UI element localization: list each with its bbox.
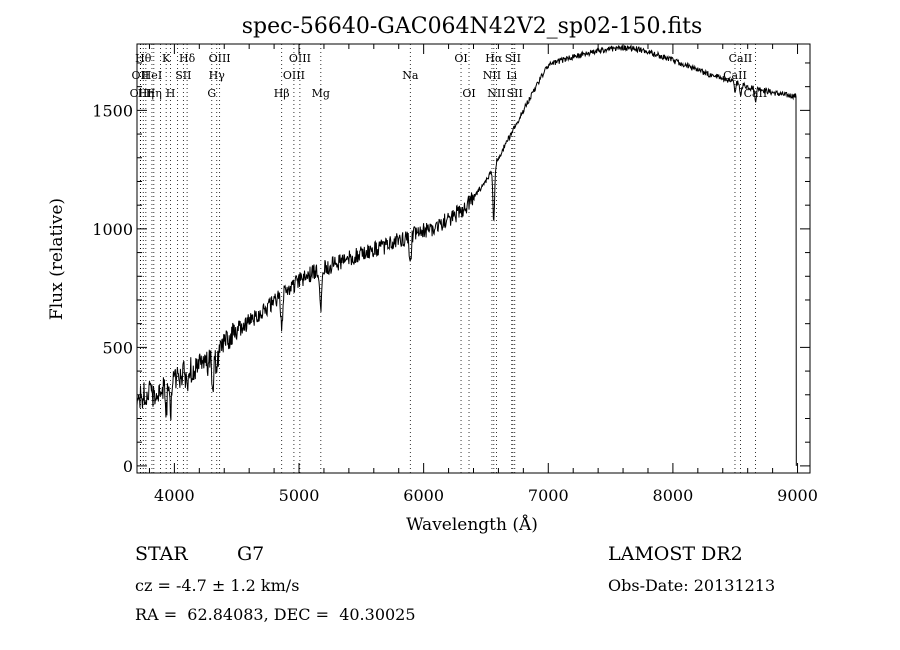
x-axis-label: Wavelength (Å) [406, 514, 538, 535]
object-class: STAR [135, 543, 188, 565]
line-label-16: OIII [283, 69, 305, 82]
line-label-26: SII [505, 52, 521, 65]
line-label-29: CaII [729, 52, 753, 65]
x-tick-label-6000: 6000 [403, 486, 444, 505]
line-label-20: OI [454, 52, 467, 65]
line-label-15: Hβ [274, 87, 290, 100]
observation-date: Obs-Date: 20131213 [608, 576, 776, 595]
spectral-line-markers [139, 44, 756, 473]
spectral-line-labels: OII OIII Hθ Hη HeI Hη K H SII Hδ G Hγ OIII Hβ OIII OIII… [130, 52, 768, 100]
plot-frame [136, 43, 811, 474]
x-tick-label-7000: 7000 [528, 486, 569, 505]
line-label-13: Hγ [209, 69, 226, 82]
line-label-3: Hη [138, 87, 154, 100]
y-axis-label: Flux (relative) [47, 198, 67, 320]
line-label-10: SII [175, 69, 191, 82]
axis-tick-labels: 4000 5000 6000 7000 8000 9000 0 500 1000 1500 [92, 101, 818, 505]
object-subclass: G7 [237, 543, 265, 565]
spectrum-line [136, 44, 797, 466]
chart-title: spec-56640-GAC064N42V2_sp02-150.fits [242, 14, 703, 39]
line-label-18: Mg [312, 87, 330, 100]
line-label-7: K [162, 52, 171, 65]
line-label-23: Hα [485, 52, 503, 65]
line-label-4: HeI [142, 69, 162, 82]
line-label-11: Hδ [179, 52, 196, 65]
line-label-12: G [207, 87, 216, 100]
y-tick-label-1500: 1500 [92, 101, 133, 120]
line-label-21: OI [462, 87, 475, 100]
axis-ticks [137, 44, 810, 473]
line-label-0: OII [132, 69, 150, 82]
x-tick-label-5000: 5000 [279, 486, 320, 505]
x-tick-label-9000: 9000 [777, 486, 818, 505]
redshift-value: cz = -4.7 ± 1.2 km/s [135, 576, 300, 595]
line-label-27: SII [507, 87, 523, 100]
survey-name: LAMOST DR2 [608, 543, 743, 565]
line-label-25: Li [506, 69, 517, 82]
line-label-22: NII [483, 69, 501, 82]
line-label-14: OIII [209, 52, 231, 65]
x-tick-label-4000: 4000 [154, 486, 195, 505]
line-label-19: Na [402, 69, 419, 82]
y-tick-label-1000: 1000 [92, 220, 133, 239]
coordinates: RA = 62.84083, DEC = 40.30025 [135, 605, 416, 624]
line-label-17: OIII [289, 52, 311, 65]
line-label-2: Hθ [135, 52, 152, 65]
y-tick-label-500: 500 [102, 338, 133, 357]
line-label-24: NII [487, 87, 505, 100]
line-label-8: H [166, 87, 176, 100]
x-tick-label-8000: 8000 [653, 486, 694, 505]
y-tick-label-0: 0 [123, 457, 133, 476]
line-label-5: Hη [146, 87, 162, 100]
line-label-1: OIII [130, 87, 152, 100]
